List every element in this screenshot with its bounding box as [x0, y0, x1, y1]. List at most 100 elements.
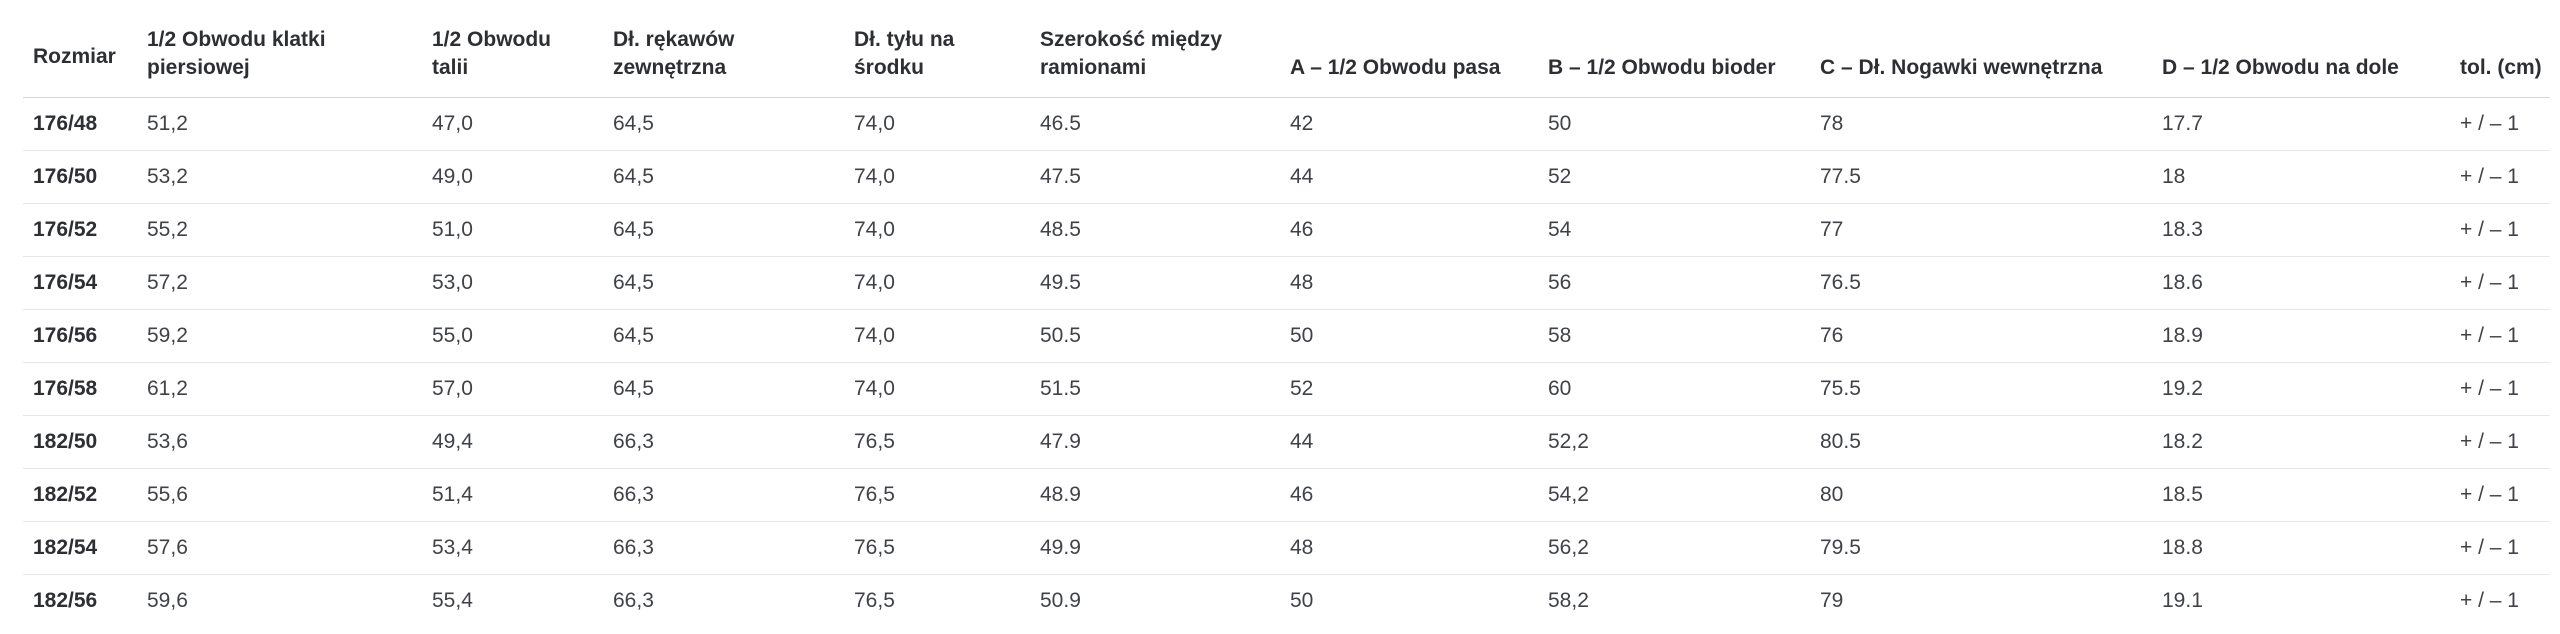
measurement-cell: 64,5 [603, 309, 844, 363]
tolerance-cell: + / – 1 [2450, 521, 2550, 575]
measurement-cell: 58 [1538, 309, 1810, 363]
measurement-cell: 66,3 [603, 521, 844, 575]
column-header-rozmiar: Rozmiar [23, 0, 137, 98]
measurement-cell: 57,2 [137, 256, 422, 310]
column-header-c-inseam: C – Dł. Nogawki wewnętrzna [1810, 0, 2152, 98]
measurement-cell: 50 [1290, 588, 1314, 612]
tolerance-cell: + / – 1 [2450, 415, 2550, 469]
size-chart-table: Rozmiar 1/2 Obwodu klatki piersiowej 1/2… [23, 0, 2550, 627]
measurement-cell: 18.6 [2152, 256, 2450, 310]
measurement-cell: 17.7 [2152, 97, 2450, 151]
measurement-cell: 80 [1810, 468, 2152, 522]
size-label-cell: 176/50 [23, 150, 137, 204]
size-row: 176/56 59,2 55,0 64,5 74,0 50.5 50 58 76… [23, 309, 2550, 363]
measurement-cell: 74,0 [844, 362, 1030, 416]
column-header-back-length: Dł. tyłu na środku [844, 0, 1030, 98]
measurement-cell: 18.9 [2152, 309, 2450, 363]
measurement-cell: 46 [1280, 203, 1538, 257]
tolerance-cell: + / – 1 [2450, 309, 2550, 363]
measurement-cell: 79 [1820, 588, 1844, 612]
measurement-cell: 55,0 [422, 309, 603, 363]
measurement-cell: 47.5 [1030, 150, 1280, 204]
measurement-cell: 76,5 [844, 521, 1030, 575]
measurement-cell: 44 [1280, 150, 1538, 204]
measurement-cell: 18.2 [2152, 415, 2450, 469]
measurement-cell: 64,5 [603, 256, 844, 310]
measurement-cell: 46 [1280, 468, 1538, 522]
measurement-cell: 47.9 [1030, 415, 1280, 469]
tolerance-cell: + / – 1 [2450, 97, 2550, 151]
measurement-cell: 18.5 [2152, 468, 2450, 522]
size-row: 176/58 61,2 57,0 64,5 74,0 51.5 52 60 75… [23, 362, 2550, 416]
tolerance-cell: + / – 1 [2450, 468, 2550, 522]
measurement-cell: 76,5 [844, 468, 1030, 522]
measurement-cell: 61,2 [137, 362, 422, 416]
tolerance-cell: + / – 1 [2460, 588, 2519, 612]
tolerance-cell: + / – 1 [2450, 203, 2550, 257]
measurement-cell: 60 [1538, 362, 1810, 416]
measurement-cell: 74,0 [844, 309, 1030, 363]
size-row: 182/52 55,6 51,4 66,3 76,5 48.9 46 54,2 … [23, 468, 2550, 522]
measurement-cell: 76.5 [1810, 256, 2152, 310]
measurement-cell: 50 [1280, 309, 1538, 363]
measurement-cell: 74,0 [844, 150, 1030, 204]
size-row: 182/50 53,6 49,4 66,3 76,5 47.9 44 52,2 … [23, 415, 2550, 469]
measurement-cell: 74,0 [844, 203, 1030, 257]
measurement-cell: 48.9 [1030, 468, 1280, 522]
measurement-cell: 55,6 [137, 468, 422, 522]
measurement-cell: 51.5 [1030, 362, 1280, 416]
measurement-cell: 18.8 [2152, 521, 2450, 575]
tolerance-cell: + / – 1 [2450, 150, 2550, 204]
measurement-cell: 50 [1538, 97, 1810, 151]
measurement-cell: 48 [1280, 256, 1538, 310]
measurement-cell: 52 [1280, 362, 1538, 416]
measurement-cell: 77 [1810, 203, 2152, 257]
measurement-cell: 48.5 [1030, 203, 1280, 257]
size-row: 182/54 57,6 53,4 66,3 76,5 49.9 48 56,2 … [23, 521, 2550, 575]
measurement-cell: 52 [1538, 150, 1810, 204]
measurement-cell: 76,5 [844, 415, 1030, 469]
measurement-cell: 19.1 [2162, 588, 2203, 612]
measurement-cell: 42 [1280, 97, 1538, 151]
measurement-cell: 54,2 [1538, 468, 1810, 522]
measurement-cell: 44 [1280, 415, 1538, 469]
column-header-d-hem: D – 1/2 Obwodu na dole [2152, 0, 2450, 98]
size-row: 176/50 53,2 49,0 64,5 74,0 47.5 44 52 77… [23, 150, 2550, 204]
measurement-cell: 49,0 [422, 150, 603, 204]
tolerance-cell: + / – 1 [2450, 256, 2550, 310]
measurement-cell: 19.2 [2152, 362, 2450, 416]
measurement-cell: 49.5 [1030, 256, 1280, 310]
measurement-cell: 55,2 [137, 203, 422, 257]
measurement-cell: 59,2 [137, 309, 422, 363]
size-row: 176/54 57,2 53,0 64,5 74,0 49.5 48 56 76… [23, 256, 2550, 310]
size-label-cell: 182/56 [33, 588, 98, 612]
measurement-cell: 18 [2152, 150, 2450, 204]
measurement-cell: 56,2 [1538, 521, 1810, 575]
measurement-cell: 46.5 [1030, 97, 1280, 151]
measurement-cell: 76,5 [854, 588, 895, 612]
measurement-cell: 47,0 [422, 97, 603, 151]
measurement-cell: 74,0 [844, 97, 1030, 151]
tolerance-cell: + / – 1 [2450, 362, 2550, 416]
measurement-cell: 18.3 [2152, 203, 2450, 257]
measurement-cell: 57,6 [137, 521, 422, 575]
measurement-cell: 57,0 [422, 362, 603, 416]
measurement-cell: 51,4 [422, 468, 603, 522]
measurement-cell: 56 [1538, 256, 1810, 310]
measurement-cell: 64,5 [603, 362, 844, 416]
measurement-cell: 80.5 [1810, 415, 2152, 469]
column-header-chest: 1/2 Obwodu klatki piersiowej [137, 0, 422, 98]
measurement-cell: 66,3 [613, 588, 654, 612]
measurement-cell: 76 [1810, 309, 2152, 363]
column-header-sleeve: Dł. rękawów zewnętrzna [603, 0, 844, 98]
measurement-cell: 53,6 [137, 415, 422, 469]
column-header-shoulders: Szerokość między ramionami [1030, 0, 1280, 98]
measurement-cell: 66,3 [603, 415, 844, 469]
size-label-cell: 176/48 [23, 97, 137, 151]
measurement-cell: 50.9 [1040, 588, 1081, 612]
measurement-cell: 66,3 [603, 468, 844, 522]
measurement-cell: 49.9 [1030, 521, 1280, 575]
table-header-row: Rozmiar 1/2 Obwodu klatki piersiowej 1/2… [23, 0, 2550, 98]
measurement-cell: 79.5 [1810, 521, 2152, 575]
measurement-cell: 50.5 [1030, 309, 1280, 363]
